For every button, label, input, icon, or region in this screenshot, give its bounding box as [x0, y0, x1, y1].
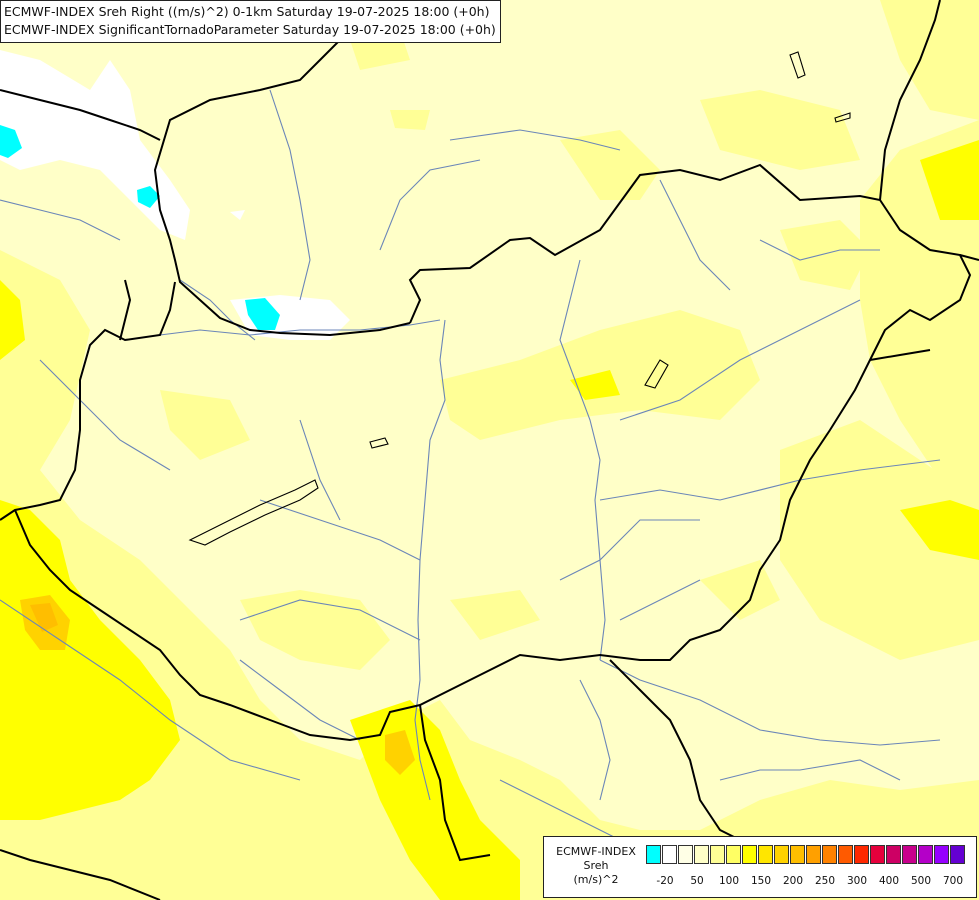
- legend-tick-labels: -20 50 100 150 200 250 300 400 500 700: [646, 875, 976, 889]
- legend-color-cell: [822, 845, 837, 864]
- legend-color-cell: [662, 845, 677, 864]
- legend-color-cell: [806, 845, 821, 864]
- legend-color-cell: [646, 845, 661, 864]
- sreh-level-200-area: [30, 603, 58, 632]
- legend-tick-label: 300: [846, 875, 868, 887]
- legend-tick-label: 500: [910, 875, 932, 887]
- legend-color-cell: [950, 845, 965, 864]
- legend-color-cell: [838, 845, 853, 864]
- legend-tick-label: 400: [878, 875, 900, 887]
- legend-color-cell: [854, 845, 869, 864]
- color-legend: ECMWF-INDEX Sreh (m/s)^2 -20 50 100 150 200 2…: [543, 836, 977, 898]
- legend-tick-label: 250: [814, 875, 836, 887]
- legend-tick-label: 200: [782, 875, 804, 887]
- legend-color-bar: [646, 845, 966, 864]
- map-title-line-1: ECMWF-INDEX Sreh Right ((m/s)^2) 0-1km S…: [4, 4, 490, 19]
- rivers: [0, 89, 941, 841]
- legend-color-cell: [790, 845, 805, 864]
- legend-color-cell: [870, 845, 885, 864]
- legend-color-cell: [886, 845, 901, 864]
- legend-tick-label: 700: [942, 875, 964, 887]
- legend-color-cell: [742, 845, 757, 864]
- legend-tick-label: 150: [750, 875, 772, 887]
- legend-tick-label: 100: [718, 875, 740, 887]
- lakes: [188, 51, 851, 546]
- legend-color-cell: [902, 845, 917, 864]
- legend-color-cell: [774, 845, 789, 864]
- map-title-box: ECMWF-INDEX Sreh Right ((m/s)^2) 0-1km S…: [0, 0, 501, 43]
- legend-color-cell: [918, 845, 933, 864]
- legend-color-cell: [726, 845, 741, 864]
- legend-tick-label: -20: [656, 875, 674, 887]
- legend-color-cell: [694, 845, 709, 864]
- legend-color-cell: [758, 845, 773, 864]
- legend-tick-label: 50: [690, 875, 704, 887]
- legend-parameter: Sreh: [583, 859, 609, 872]
- legend-title: ECMWF-INDEX Sreh (m/s)^2: [548, 845, 644, 887]
- map-title-line-2: ECMWF-INDEX SignificantTornadoParameter …: [4, 22, 496, 37]
- sreh-negative-areas: [0, 125, 280, 330]
- legend-source: ECMWF-INDEX: [556, 845, 636, 858]
- legend-color-cell: [678, 845, 693, 864]
- legend-unit: (m/s)^2: [573, 873, 619, 886]
- legend-color-cell: [710, 845, 725, 864]
- legend-color-cell: [934, 845, 949, 864]
